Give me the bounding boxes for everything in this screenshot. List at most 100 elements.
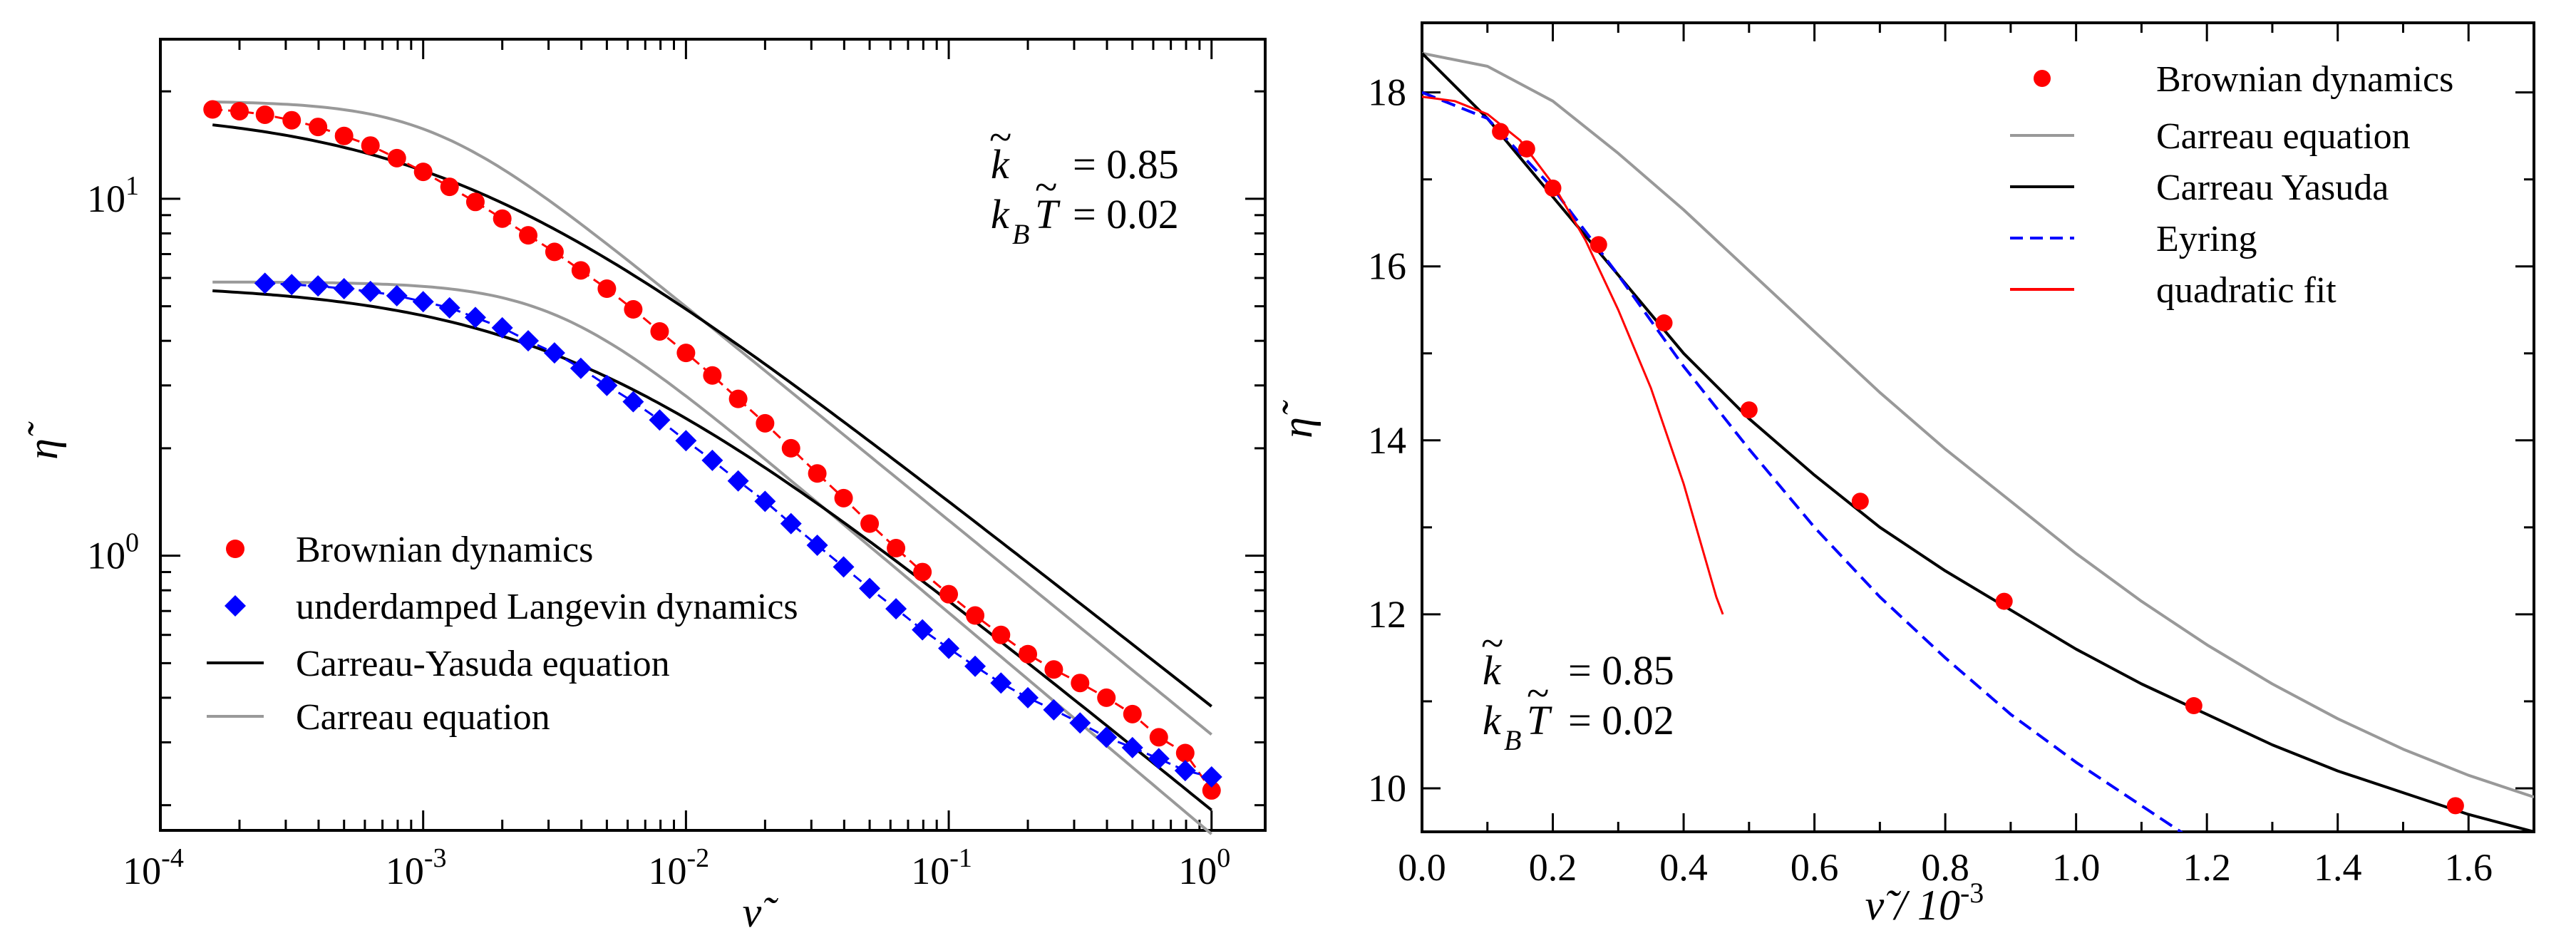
right-x-tick-label: 0.8 (1921, 846, 1969, 889)
left-point-langevin (570, 357, 592, 379)
left-point-langevin (701, 449, 723, 471)
left-legend-label-carreau: Carreau equation (296, 697, 550, 738)
left-x-tick-label-base: 10 (911, 850, 949, 892)
right-x-tick-label: 1.4 (2314, 846, 2362, 889)
right-point-brownian (2185, 697, 2203, 715)
left-point-langevin (543, 342, 565, 364)
left-point-langevin (307, 275, 329, 297)
right-y-tick-label: 18 (1368, 71, 1406, 114)
left-x-tick-label-exp: -2 (687, 843, 710, 873)
left-legend-label-cy: Carreau-Yasuda equation (296, 644, 670, 684)
left-point-brownian (860, 514, 880, 533)
left-point-brownian (597, 279, 617, 299)
left-point-brownian (440, 177, 459, 197)
right-x-tick-label: 0.4 (1659, 846, 1708, 889)
left-point-langevin (964, 655, 986, 677)
left-point-langevin (1174, 760, 1196, 782)
left-annotation: k ~ = 0.85 k B T ~ = 0.02 (989, 114, 1179, 250)
left-y-tick-label-base: 10 (87, 535, 125, 577)
right-point-brownian (1492, 123, 1510, 140)
right-annotation: k ~ = 0.85 k B T ~ = 0.02 (1481, 620, 1674, 756)
left-point-brownian (465, 192, 485, 212)
left-point-brownian (1019, 644, 1038, 664)
right-y-tick-label: 10 (1368, 767, 1406, 810)
left-annot-t-tilde: ~ (1035, 164, 1057, 210)
left-y-tick-label-exp: 1 (125, 171, 139, 201)
left-point-brownian (887, 539, 906, 558)
left-x-tick-label-base: 10 (123, 850, 161, 892)
left-point-brownian (334, 126, 354, 145)
right-legend-label-eyring: Eyring (2156, 219, 2257, 259)
left-point-brownian (387, 148, 406, 168)
left-point-brownian (939, 584, 959, 604)
left-point-langevin (281, 274, 303, 296)
left-x-tick-label: 10-3 (386, 843, 447, 892)
right-legend-label-brownian: Brownian dynamics (2156, 59, 2453, 100)
left-series-connector (212, 108, 1212, 791)
left-point-langevin (649, 409, 671, 431)
left-point-brownian (1097, 688, 1116, 707)
left-point-langevin (912, 619, 934, 641)
right-x-tick-labels: 0.0 0.2 0.4 0.6 0.8 1.0 1.2 1.4 1.6 (1398, 846, 2493, 889)
left-curve-cy-brownian (212, 123, 1212, 708)
right-curve-quadratic-fit (1422, 96, 1724, 615)
left-x-tick-label: 10-4 (123, 843, 184, 892)
left-point-brownian (781, 438, 800, 458)
left-point-brownian (493, 209, 512, 228)
left-y-tick-label-base: 10 (87, 177, 125, 220)
left-x-tick-label-base: 10 (1178, 850, 1217, 892)
right-curve-eyring (1422, 91, 2184, 832)
left-point-langevin (806, 534, 828, 556)
right-point-brownian (1518, 140, 1535, 158)
left-y-tick-label-exp: 0 (125, 528, 139, 558)
right-x-tick-label: 0.0 (1398, 846, 1446, 889)
right-annot-k: k (1483, 647, 1502, 694)
left-point-brownian (703, 366, 722, 385)
left-point-brownian (1202, 780, 1221, 800)
right-point-brownian (1851, 493, 1869, 510)
left-point-langevin (254, 272, 276, 294)
right-plot-frame (1421, 21, 2535, 833)
left-point-langevin (1017, 686, 1039, 708)
left-point-brownian (834, 488, 853, 507)
left-data-marks (203, 100, 1222, 800)
right-annot-k-value: = 0.85 (1568, 647, 1674, 694)
left-y-axis-label: η̃ (19, 421, 66, 460)
left-point-langevin (675, 430, 697, 452)
left-point-langevin (491, 316, 513, 339)
left-annot-t-sub: B (1012, 218, 1029, 250)
left-point-langevin (727, 470, 749, 492)
left-x-tick-label: 100 (1178, 843, 1230, 892)
left-point-langevin (1121, 736, 1143, 758)
right-x-tick-label: 0.6 (1791, 846, 1839, 889)
right-legend-label-cy: Carreau Yasuda (2156, 168, 2389, 208)
right-fit-curves (1422, 51, 2534, 832)
left-point-brownian (1149, 728, 1168, 747)
left-legend-label-brownian: Brownian dynamics (296, 530, 593, 570)
right-x-tick-label: 1.0 (2052, 846, 2101, 889)
left-point-brownian (282, 110, 302, 130)
right-point-brownian (1544, 179, 1562, 197)
left-x-tick-label-exp: -1 (949, 843, 972, 873)
right-y-tick-labels: 10 12 14 16 18 (1368, 71, 1406, 810)
right-point-brownian (1995, 592, 2013, 610)
left-point-langevin (359, 280, 381, 302)
right-x-axis-label-base: ν̃ / 10 (1865, 882, 1960, 929)
right-y-tick-label: 12 (1368, 593, 1406, 636)
left-curve-carreau-langevin (212, 280, 1212, 835)
left-point-langevin (1069, 712, 1091, 734)
left-point-langevin (386, 284, 408, 306)
left-point-brownian (203, 100, 222, 119)
left-point-langevin (833, 556, 855, 578)
left-point-langevin (517, 330, 540, 352)
right-legend: Brownian dynamics Carreau equation Carre… (2010, 59, 2453, 311)
left-point-brownian (361, 136, 380, 155)
right-chart: 0.0 0.2 0.4 0.6 0.8 1.0 1.2 1.4 1.6 10 12 14 16 18 ν… (1274, 21, 2535, 929)
left-x-tick-label-exp: -3 (424, 843, 447, 873)
left-point-brownian (1175, 743, 1195, 763)
right-x-tick-label: 0.2 (1529, 846, 1577, 889)
left-point-brownian (230, 101, 249, 120)
left-point-langevin (1148, 748, 1170, 770)
left-point-brownian (1071, 674, 1090, 693)
